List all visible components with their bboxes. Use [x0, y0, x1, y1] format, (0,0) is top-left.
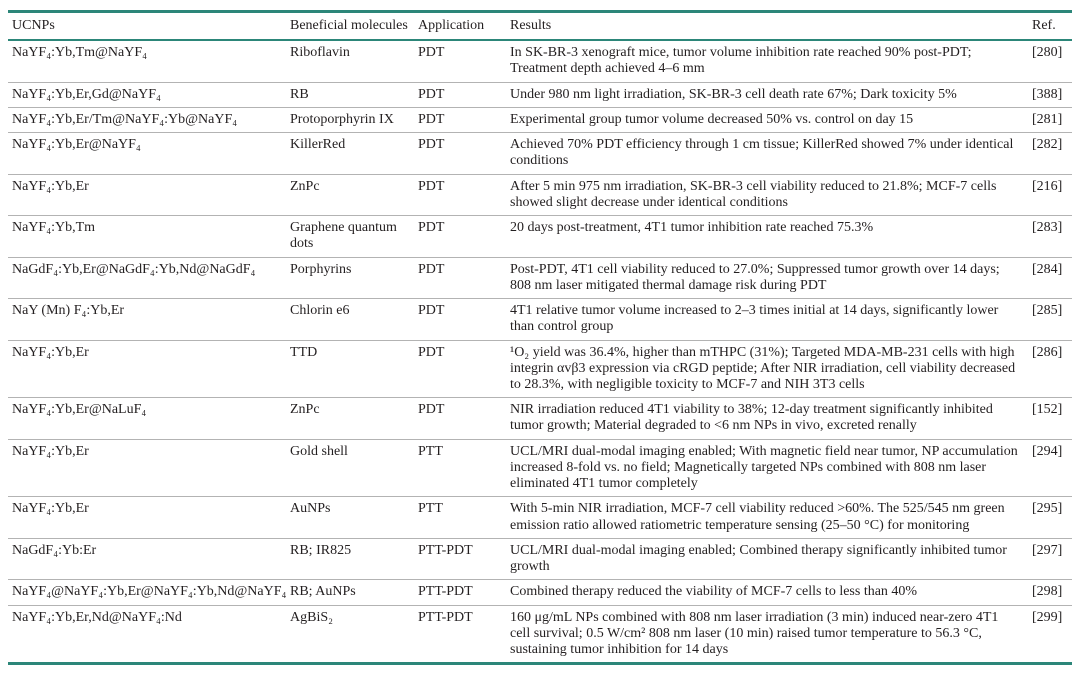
cell-application: PTT-PDT	[418, 579, 510, 606]
cell-application: PDT	[418, 339, 510, 398]
col-header-beneficial-molecules: Beneficial molecules	[290, 11, 418, 42]
cell-molecules: AuNPs	[290, 496, 418, 539]
cell-application: PTT	[418, 438, 510, 497]
cell-results: UCL/MRI dual-modal imaging enabled; Comb…	[510, 537, 1032, 580]
cell-molecules: Gold shell	[290, 438, 418, 497]
table-row: NaYF₄:Yb,Er Gold shell PTT UCL/MRI dual-…	[8, 438, 1072, 497]
cell-ref: [295]	[1032, 496, 1072, 539]
cell-ucnp: NaYF₄@NaYF₄:Yb,Er@NaYF₄:Yb,Nd@NaYF₄	[8, 579, 290, 606]
cell-results: ¹O₂ yield was 36.4%, higher than mTHPC (…	[510, 339, 1032, 398]
cell-ref: [285]	[1032, 298, 1072, 341]
cell-ucnp: NaYF₄:Yb,Tm	[8, 215, 290, 258]
cell-molecules: AgBiS₂	[290, 604, 418, 664]
cell-ref: [152]	[1032, 397, 1072, 440]
cell-application: PDT	[418, 45, 445, 61]
cell-application: PDT	[418, 215, 510, 258]
cell-ucnp: NaGdF₄:Yb:Er	[8, 537, 290, 580]
cell-ref: [299]	[1032, 604, 1072, 664]
cell-molecules: KillerRed	[290, 132, 418, 175]
cell-ref: [281]	[1032, 106, 1072, 133]
table-row: NaYF₄:Yb,Er AuNPs PTT With 5-min NIR irr…	[8, 496, 1072, 539]
cell-results: 160 μg/mL NPs combined with 808 nm laser…	[510, 604, 1032, 664]
table-row: NaYF₄:Yb,Er@NaLuF₄ ZnPc PDT NIR irradiat…	[8, 397, 1072, 440]
cell-ref: [280]	[1032, 45, 1063, 61]
table-row: NaYF₄:Yb,Er/Tm@NaYF₄:Yb@NaYF₄ Protoporph…	[8, 106, 1072, 133]
cell-results: 4T1 relative tumor volume increased to 2…	[510, 298, 1032, 341]
cell-application: PTT-PDT	[418, 604, 510, 664]
cell-molecules: ZnPc	[290, 173, 418, 216]
cell-ucnp: NaYF₄:Yb,Er@NaYF₄	[8, 132, 290, 175]
cell-molecules: ZnPc	[290, 397, 418, 440]
cell-molecules: Graphene quantum dots	[290, 215, 418, 258]
col-header-ucnps: UCNPs	[8, 11, 290, 42]
cell-results: Under 980 nm light irradiation, SK-BR-3 …	[510, 81, 1032, 108]
cell-ref: [286]	[1032, 339, 1072, 398]
cell-ucnp: NaYF₄:Yb,Er/Tm@NaYF₄:Yb@NaYF₄	[8, 106, 290, 133]
col-header-results: Results	[510, 11, 1032, 42]
cell-ref: [283]	[1032, 215, 1072, 258]
cell-application: PDT	[418, 173, 510, 216]
table-row: NaYF₄:Yb,Er ZnPc PDT After 5 min 975 nm …	[8, 173, 1072, 216]
cell-application: PDT	[418, 256, 510, 299]
cell-results: Achieved 70% PDT efficiency through 1 cm…	[510, 132, 1032, 175]
cell-molecules: Chlorin e6	[290, 298, 418, 341]
cell-ucnp: NaYF₄:Yb,Er	[8, 339, 290, 398]
cell-results: 20 days post-treatment, 4T1 tumor inhibi…	[510, 215, 1032, 258]
cell-ref: [282]	[1032, 132, 1072, 175]
cell-application: PTT-PDT	[418, 537, 510, 580]
table-row: NaY (Mn) F₄:Yb,Er Chlorin e6 PDT 4T1 rel…	[8, 298, 1072, 341]
table-row: NaGdF₄:Yb,Er@NaGdF₄:Yb,Nd@NaGdF₄ Porphyr…	[8, 256, 1072, 299]
cell-results: Combined therapy reduced the viability o…	[510, 579, 1032, 606]
cell-ucnp: NaYF₄:Yb,Er	[8, 496, 290, 539]
table-row: NaGdF₄:Yb:Er RB; IR825 PTT-PDT UCL/MRI d…	[8, 537, 1072, 580]
cell-molecules: Protoporphyrin IX	[290, 106, 418, 133]
cell-molecules: Riboflavin	[290, 45, 350, 61]
table-row: NaYF₄:Yb,Er@NaYF₄ KillerRed PDT Achieved…	[8, 132, 1072, 175]
col-header-ref: Ref.	[1032, 11, 1072, 42]
cell-ucnp: NaYF₄:Yb,Er,Gd@NaYF₄	[8, 81, 290, 108]
cell-ucnp: NaYF₄:Yb,Er@NaLuF₄	[8, 397, 290, 440]
cell-ref: [297]	[1032, 537, 1072, 580]
cell-results: After 5 min 975 nm irradiation, SK-BR-3 …	[510, 173, 1032, 216]
cell-results: UCL/MRI dual-modal imaging enabled; With…	[510, 438, 1032, 497]
table-row: NaYF₄:Yb,Er,Nd@NaYF₄:Nd AgBiS₂ PTT-PDT 1…	[8, 604, 1072, 664]
cell-application: PDT	[418, 397, 510, 440]
table-row: NaYF₄:Yb,Er TTD PDT ¹O₂ yield was 36.4%,…	[8, 339, 1072, 398]
cell-ucnp: NaYF₄:Yb,Er	[8, 438, 290, 497]
cell-molecules: Porphyrins	[290, 256, 418, 299]
table-row: NaYF₄:Yb,Tm@NaYF₄ Riboflavin PDT In SK-B…	[8, 40, 1072, 82]
cell-molecules: TTD	[290, 339, 418, 398]
cell-molecules: RB	[290, 81, 418, 108]
cell-ucnp: NaYF₄:Yb,Er,Nd@NaYF₄:Nd	[8, 604, 290, 664]
cell-results: Experimental group tumor volume decrease…	[510, 106, 1032, 133]
cell-ucnp: NaGdF₄:Yb,Er@NaGdF₄:Yb,Nd@NaGdF₄	[8, 256, 290, 299]
cell-ref: [284]	[1032, 256, 1072, 299]
header-row: UCNPs Beneficial molecules Application R…	[8, 11, 1072, 42]
col-header-application: Application	[418, 11, 510, 42]
cell-ref: [216]	[1032, 173, 1072, 216]
cell-molecules: RB; AuNPs	[290, 579, 418, 606]
cell-application: PTT	[418, 496, 510, 539]
cell-results: Post-PDT, 4T1 cell viability reduced to …	[510, 256, 1032, 299]
cell-ref: [298]	[1032, 579, 1072, 606]
cell-results: With 5-min NIR irradiation, MCF-7 cell v…	[510, 496, 1032, 539]
cell-ref: [294]	[1032, 438, 1072, 497]
cell-ucnp: NaY (Mn) F₄:Yb,Er	[8, 298, 290, 341]
table-row: NaYF₄:Yb,Tm Graphene quantum dots PDT 20…	[8, 215, 1072, 258]
table-row: NaYF₄:Yb,Er,Gd@NaYF₄ RB PDT Under 980 nm…	[8, 81, 1072, 108]
cell-ref: [388]	[1032, 81, 1072, 108]
cell-application: PDT	[418, 106, 510, 133]
table-row: NaYF₄@NaYF₄:Yb,Er@NaYF₄:Yb,Nd@NaYF₄ RB; …	[8, 579, 1072, 606]
cell-molecules: RB; IR825	[290, 537, 418, 580]
cell-application: PDT	[418, 132, 510, 175]
cell-results: In SK-BR-3 xenograft mice, tumor volume …	[510, 45, 972, 77]
cell-results: NIR irradiation reduced 4T1 viability to…	[510, 397, 1032, 440]
cell-application: PDT	[418, 81, 510, 108]
ucnp-therapy-table: UCNPs Beneficial molecules Application R…	[8, 10, 1072, 666]
cell-application: PDT	[418, 298, 510, 341]
cell-ucnp: NaYF₄:Yb,Tm@NaYF₄	[12, 45, 148, 61]
cell-ucnp: NaYF₄:Yb,Er	[8, 173, 290, 216]
